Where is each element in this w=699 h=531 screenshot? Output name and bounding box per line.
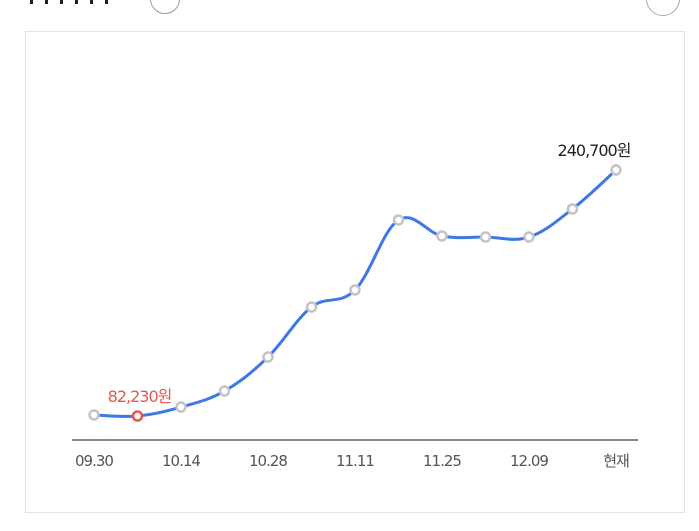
- data-point-12.02: [479, 231, 492, 243]
- x-tick-label: 09.30: [75, 452, 113, 470]
- data-point-11.18: [392, 214, 405, 226]
- data-label-current: 240,700원: [558, 141, 631, 160]
- x-tick-label: 11.25: [423, 452, 461, 470]
- x-tick-label: 10.14: [162, 452, 200, 470]
- data-point-현재: [610, 164, 622, 176]
- page-title-cropped: [30, 0, 108, 4]
- price-chart-card: [25, 31, 685, 513]
- data-point-12.16: [566, 203, 579, 215]
- x-tick-label: 11.11: [336, 452, 374, 470]
- data-point-09.30: [88, 409, 100, 421]
- x-tick-label: 12.09: [510, 452, 548, 470]
- data-point-10.14: [175, 401, 187, 413]
- data-label-min: 82,230원: [108, 387, 172, 406]
- x-tick-label: 10.28: [249, 452, 287, 470]
- data-point-11.04: [305, 301, 318, 313]
- data-point-10.07: [131, 410, 144, 422]
- data-point-10.28: [262, 351, 274, 363]
- data-point-11.25: [436, 230, 448, 242]
- data-point-10.21: [218, 385, 231, 397]
- data-point-12.09: [523, 231, 535, 243]
- data-point-11.11: [349, 284, 361, 296]
- x-tick-label: 현재: [603, 452, 629, 470]
